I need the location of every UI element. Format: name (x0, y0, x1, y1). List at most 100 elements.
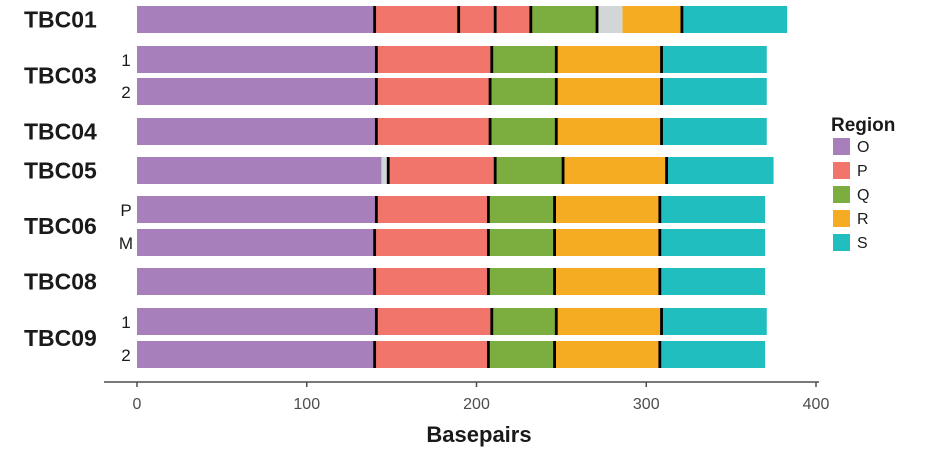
bar-segment-tbc09-1-q-2 (491, 308, 557, 335)
row-sub-label: 2 (121, 83, 130, 102)
bar-segment-tbc01-gap-6 (597, 6, 623, 33)
segment-separator (660, 308, 663, 335)
legend-swatch-p (833, 162, 850, 179)
segment-separator (373, 6, 377, 33)
bar-segment-tbc05-p-2 (388, 157, 496, 184)
legend-swatch-s (833, 234, 850, 251)
bar-segment-tbc08-p-1 (374, 268, 489, 295)
bar-segment-tbc03-1-r-3 (556, 46, 662, 73)
segment-separator (553, 341, 556, 368)
segment-separator (493, 157, 497, 184)
bar-segment-tbc01-r-7 (622, 6, 682, 33)
segment-separator (553, 229, 556, 256)
bar-segment-tbc03-2-r-3 (556, 78, 662, 105)
row-group-label: TBC01 (24, 7, 97, 33)
bar-segment-tbc05-r-4 (563, 157, 667, 184)
segment-separator (553, 268, 556, 295)
row-sub-label: 1 (121, 313, 130, 332)
bar-segment-tbc03-1-o-0 (137, 46, 377, 73)
segment-separator (553, 196, 556, 223)
segment-separator (486, 196, 490, 223)
bar-segment-tbc03-2-s-4 (661, 78, 767, 105)
bar-segment-tbc06-m-p-1 (374, 229, 489, 256)
bar-segment-tbc04-r-3 (556, 118, 662, 145)
segment-separator (374, 196, 378, 223)
bar-segment-tbc03-2-q-2 (490, 78, 557, 105)
legend-label-o: O (857, 139, 869, 156)
segment-separator (486, 341, 490, 368)
segment-separator (486, 268, 490, 295)
segment-separator (665, 157, 669, 184)
segment-separator (488, 78, 492, 105)
bar-segment-tbc01-p-4 (495, 6, 531, 33)
bar-segment-tbc06-p-p-1 (376, 196, 489, 223)
x-tick-label: 100 (293, 396, 320, 413)
legend-swatch-o (833, 138, 850, 155)
segment-separator (386, 157, 390, 184)
segment-separator (486, 229, 490, 256)
bar-segment-tbc06-p-r-3 (554, 196, 660, 223)
segment-separator (374, 118, 378, 145)
segment-separator (554, 118, 558, 145)
bar-segment-tbc06-p-o-0 (137, 196, 377, 223)
segment-separator (374, 78, 378, 105)
bar-segment-tbc09-1-p-1 (376, 308, 492, 335)
bar-segment-tbc09-1-r-3 (556, 308, 662, 335)
bar-segment-tbc08-s-4 (659, 268, 766, 295)
segment-separator (373, 229, 377, 256)
segment-separator (660, 78, 663, 105)
bar-segment-tbc08-r-3 (554, 268, 660, 295)
segment-separator (554, 78, 558, 105)
segment-separator (373, 268, 377, 295)
legend-label-q: Q (857, 187, 869, 204)
bar-segment-tbc05-q-3 (495, 157, 564, 184)
segment-separator (373, 341, 377, 368)
bar-segment-tbc04-o-0 (137, 118, 377, 145)
legend-swatch-r (833, 210, 850, 227)
bar-segment-tbc08-o-0 (137, 268, 375, 295)
bar-segment-tbc09-2-p-1 (374, 341, 489, 368)
bar-segment-tbc08-q-2 (488, 268, 555, 295)
x-tick-label: 300 (633, 396, 660, 413)
legend-label-p: P (857, 163, 868, 180)
bar-segment-tbc09-1-s-4 (661, 308, 767, 335)
separators-layer (373, 6, 684, 368)
bar-segment-tbc06-m-q-2 (488, 229, 555, 256)
bar-segment-tbc01-s-8 (681, 6, 788, 33)
row-group-label: TBC08 (24, 269, 97, 295)
segment-separator (680, 6, 684, 33)
bar-segment-tbc06-m-r-3 (554, 229, 660, 256)
bar-segment-tbc01-o-0 (137, 6, 375, 33)
bar-segment-tbc01-q-5 (530, 6, 598, 33)
bar-segment-tbc03-1-p-1 (376, 46, 492, 73)
row-sub-label: M (119, 234, 133, 253)
row-sub-label: 1 (121, 51, 130, 70)
bars-layer (137, 6, 788, 368)
segment-separator (595, 6, 599, 33)
segment-separator (660, 118, 663, 145)
segment-separator (660, 46, 663, 73)
segment-separator (529, 6, 533, 33)
segment-separator (493, 6, 497, 33)
bar-segment-tbc04-p-1 (376, 118, 491, 145)
bar-segment-tbc04-s-4 (661, 118, 767, 145)
segment-separator (554, 308, 558, 335)
row-labels-layer: TBC01 TBC03 TBC04 TBC05 TBC06 TBC08 TBC09 1 2 PM 1… (24, 7, 133, 366)
legend-label-r: R (857, 211, 869, 228)
bar-segment-tbc03-2-o-0 (137, 78, 377, 105)
segment-separator (658, 268, 662, 295)
row-group-label: TBC04 (24, 119, 97, 145)
x-tick-label: 400 (803, 396, 830, 413)
bar-segment-tbc03-2-p-1 (376, 78, 491, 105)
segment-separator (658, 196, 662, 223)
x-tick-label: 0 (133, 396, 142, 413)
row-group-label: TBC03 (24, 63, 97, 89)
bar-segment-tbc09-2-q-2 (488, 341, 555, 368)
legend-label-s: S (857, 235, 868, 252)
segment-separator (374, 308, 378, 335)
x-axis-title: Basepairs (426, 422, 531, 447)
row-sub-label: P (120, 201, 131, 220)
bar-segment-tbc06-p-s-4 (659, 196, 766, 223)
x-tick-label: 200 (463, 396, 490, 413)
